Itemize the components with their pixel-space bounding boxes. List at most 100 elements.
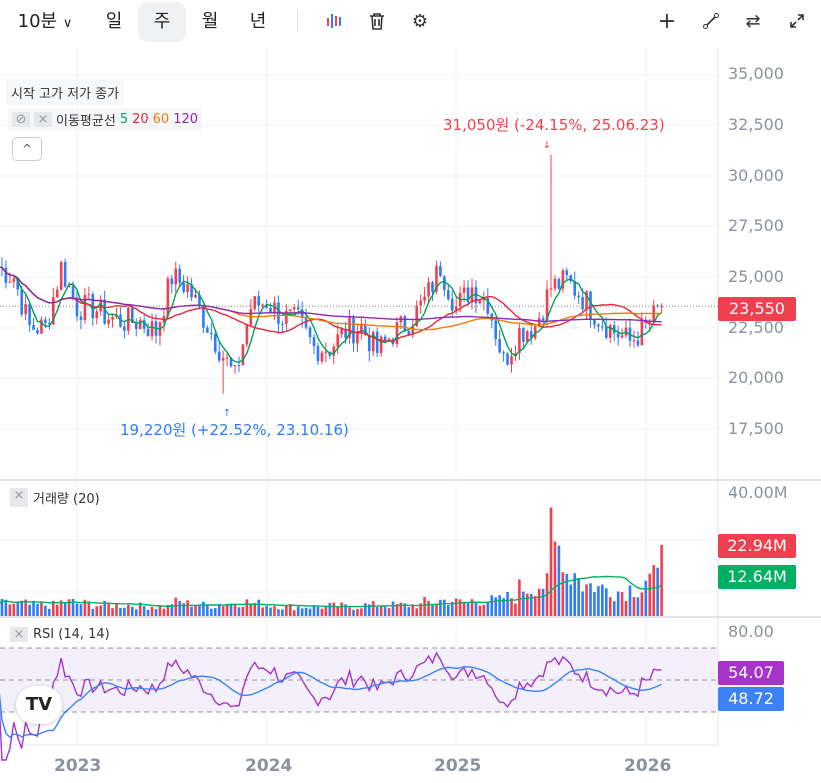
volume-bar [557,545,561,616]
volume-bar [221,606,225,616]
eye-off-icon[interactable]: ⊘ [12,112,30,127]
volume-bar [285,605,288,616]
candle-body [131,307,134,323]
draw-line-icon[interactable] [700,10,722,32]
candle-body [601,326,604,328]
candle-body [545,289,549,321]
volume-bar [549,507,553,616]
volume-bar [174,597,178,616]
volume-bar [458,599,462,616]
close-icon[interactable]: × [10,627,28,642]
volume-bar [443,599,446,616]
volume-bar [526,593,529,616]
compare-swap-icon[interactable]: ⇄ [745,10,761,32]
volume-bar [498,595,501,616]
volume-bar [162,608,166,616]
gear-icon[interactable]: ⚙ [411,10,429,32]
volume-bar [146,609,150,616]
volume-bar [142,605,146,616]
candle-body [186,284,189,293]
volume-bar [292,610,296,616]
year-tick: 2026 [624,756,672,776]
volume-bar [158,605,162,616]
volume-bar [447,605,450,616]
volume-bar [624,601,628,616]
candle-body [206,327,209,333]
fullscreen-icon[interactable] [786,10,808,32]
tab-year[interactable]: 년 [249,11,267,32]
volume-bar [233,603,237,616]
rsi-signal-line [0,666,662,739]
volume-bar [4,599,8,616]
tab-day[interactable]: 일 [105,11,123,32]
volume-bar [336,607,339,616]
divider [297,10,298,32]
volume-bar [383,606,387,616]
candle-body [24,304,27,315]
volume-bar [644,580,648,616]
interval-dropdown[interactable]: 10분 ∨ [10,2,80,42]
volume-bar [348,607,351,616]
volume-bar [356,608,359,616]
candle-body [352,317,355,344]
candle-body [312,337,316,347]
candle-body [447,290,450,299]
price-tick: 32,500 [728,115,784,134]
volume-bar [253,603,257,616]
candle-body [289,309,292,311]
volume-bar [407,607,411,616]
candle-body [182,282,185,293]
volume-bar [300,608,304,616]
tab-month[interactable]: 월 [201,11,219,32]
volume-bar [59,600,63,616]
close-icon[interactable]: × [34,112,52,127]
candle-body [281,323,284,325]
rsi-tick: 80.00 [728,622,774,641]
volume-bar [24,599,27,616]
candle-body [257,296,260,306]
volume-bar [597,586,600,616]
volume-bar [466,601,470,616]
candle-body [597,324,600,327]
candle-style-icon[interactable] [323,10,345,32]
candle-body [375,331,379,353]
volume-bar [225,604,229,616]
volume-bar [91,609,95,616]
volume-bar [533,596,537,616]
candle-body [245,325,249,345]
volume-bar [569,584,573,616]
candle-body [253,296,257,310]
candle-body [454,306,458,311]
volume-bar [99,605,102,616]
volume-bar [620,592,624,616]
tab-week[interactable]: 주 [138,2,186,42]
candle-body [569,274,573,282]
volume-bar [490,595,494,616]
volume-bar [640,592,644,616]
price-tick: 35,000 [728,64,784,83]
candle-body [439,266,442,277]
candle-body [648,322,652,324]
candle-body [510,356,513,365]
volume-bar [553,541,557,616]
volume-bar [403,603,407,616]
trash-icon[interactable] [366,10,388,32]
volume-bar [368,604,371,616]
tradingview-logo[interactable]: TV [16,686,62,724]
volume-bar [537,588,541,616]
volume-bar [379,606,383,616]
candle-body [20,289,23,315]
volume-bar [360,608,363,616]
candle-body [79,316,83,321]
close-icon[interactable]: × [10,488,28,507]
candle-body [32,324,35,331]
candle-body [660,306,663,308]
volume-bar [316,606,320,616]
volume-bar [423,596,426,616]
rsi-band [0,648,718,712]
ma20-label: 20 [132,112,149,127]
crosshair-plus-icon[interactable]: + [657,8,677,34]
volume-bar [273,606,276,616]
collapse-legend-button[interactable]: ^ [12,137,42,161]
